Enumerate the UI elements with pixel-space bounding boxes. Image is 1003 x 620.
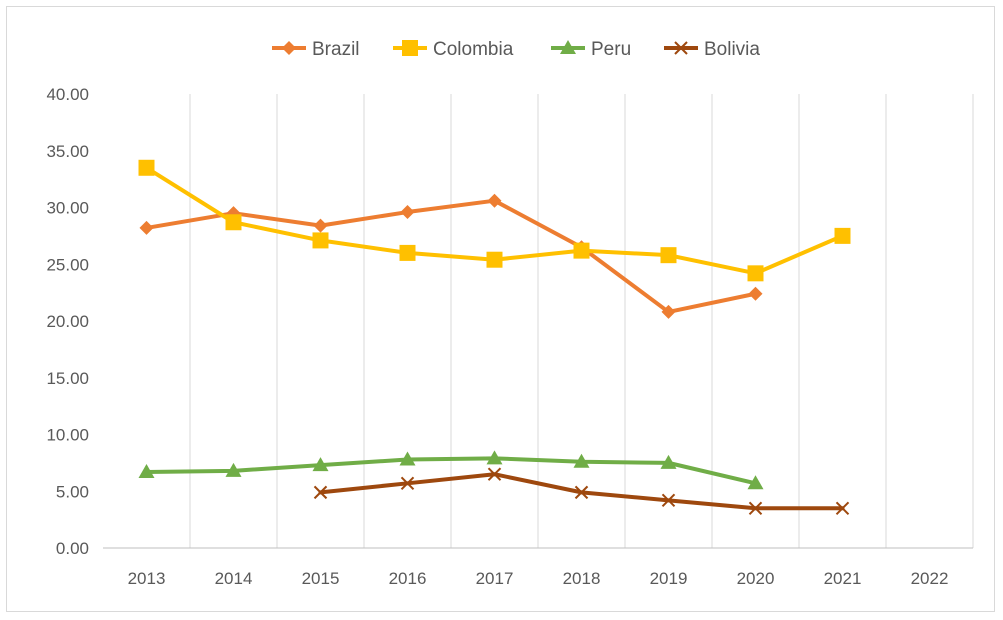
data-point-peru (660, 454, 677, 469)
y-tick-label: 35.00 (46, 142, 89, 161)
x-tick-label: 2018 (563, 569, 601, 588)
y-tick-label: 10.00 (46, 426, 89, 445)
data-point-brazil (400, 205, 415, 220)
x-tick-label: 2021 (824, 569, 862, 588)
legend-label: Bolivia (704, 39, 760, 60)
data-point-colombia (660, 247, 677, 264)
data-point-bolivia (400, 476, 415, 491)
series-colombia (138, 159, 851, 282)
series-line-peru (144, 456, 758, 486)
y-tick-label: 0.00 (56, 539, 89, 558)
data-point-peru (399, 451, 416, 466)
legend-label: Peru (591, 39, 631, 60)
data-point-bolivia (574, 485, 589, 500)
y-tick-label: 40.00 (46, 85, 89, 104)
data-point-colombia (138, 159, 155, 176)
data-point-bolivia (487, 467, 502, 481)
y-tick-label: 25.00 (46, 255, 89, 274)
data-point-brazil (748, 286, 763, 301)
series-bolivia (313, 467, 850, 515)
data-point-peru (486, 450, 503, 465)
data-point-brazil (313, 218, 328, 233)
legend-item-bolivia: Bolivia (664, 39, 760, 60)
x-tick-label: 2020 (737, 569, 775, 588)
data-point-bolivia (313, 485, 328, 500)
series-group (138, 159, 851, 515)
legend-marker-colombia (402, 40, 418, 56)
data-point-bolivia (661, 493, 676, 508)
data-point-colombia (834, 227, 851, 244)
legend-item-colombia: Colombia (393, 39, 514, 60)
data-point-colombia (225, 214, 242, 231)
gridlines (103, 94, 974, 549)
y-tick-label: 5.00 (56, 482, 89, 501)
data-point-bolivia (748, 501, 763, 515)
data-point-peru (312, 457, 329, 472)
legend-label: Brazil (312, 39, 360, 60)
data-point-brazil (139, 220, 154, 235)
data-point-brazil (487, 193, 502, 208)
data-point-bolivia (835, 501, 850, 515)
y-tick-label: 30.00 (46, 199, 89, 218)
x-tick-label: 2014 (215, 569, 253, 588)
chart-frame (6, 6, 995, 612)
data-point-peru (747, 475, 764, 490)
data-point-brazil (661, 304, 676, 319)
legend: Brazil Colombia Peru Bolivia (272, 39, 760, 60)
data-point-colombia (486, 251, 503, 268)
x-tick-label: 2017 (476, 569, 514, 588)
data-point-peru (573, 453, 590, 468)
x-tick-label: 2015 (302, 569, 340, 588)
x-tick-label: 2022 (911, 569, 949, 588)
x-tick-label: 2013 (128, 569, 166, 588)
x-tick-label: 2016 (389, 569, 427, 588)
legend-marker-peru (560, 40, 576, 54)
series-line-brazil (144, 198, 758, 314)
x-tick-label: 2019 (650, 569, 688, 588)
data-point-colombia (747, 265, 764, 282)
legend-label: Colombia (433, 39, 514, 60)
legend-item-peru: Peru (551, 39, 631, 60)
data-point-peru (225, 462, 242, 477)
data-point-colombia (573, 242, 590, 259)
data-point-peru (138, 463, 155, 478)
data-point-colombia (399, 244, 416, 261)
data-point-colombia (312, 232, 329, 249)
series-peru (138, 450, 764, 490)
legend-marker-bolivia (674, 41, 688, 55)
y-tick-label: 20.00 (46, 312, 89, 331)
y-tick-label: 15.00 (46, 369, 89, 388)
legend-marker-brazil (282, 41, 296, 55)
y-axis-ticks: 0.00 5.00 10.00 15.00 20.00 25.00 30.00 35.00 40… (46, 85, 89, 558)
x-axis-ticks: 2013 2014 2015 2016 2017 2018 2019 2020 2021 2022 (128, 569, 949, 588)
legend-item-brazil: Brazil (272, 39, 360, 60)
